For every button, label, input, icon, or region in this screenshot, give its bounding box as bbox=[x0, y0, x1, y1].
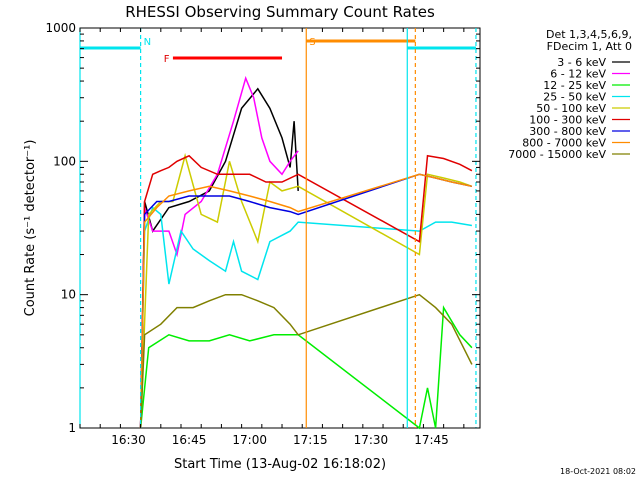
series-line-0 bbox=[139, 87, 299, 429]
y-axis: 1 10 100 1000 bbox=[45, 21, 480, 435]
x-tick-label-2: 17:00 bbox=[232, 433, 267, 447]
y-tick-label-1: 10 bbox=[61, 288, 76, 302]
y-tick-label-2: 100 bbox=[53, 154, 76, 168]
footer-date: 18-Oct-2021 08:02 bbox=[560, 467, 636, 476]
legend: Det 1,3,4,5,6,9,FDecim 1, Att 0 3 - 6 keV… bbox=[508, 28, 632, 161]
legend-title-line-0: Det 1,3,4,5,6,9, bbox=[546, 28, 632, 41]
series-line-2 bbox=[139, 305, 473, 430]
legend-title-line-1: FDecim 1, Att 0 bbox=[547, 40, 632, 53]
series-line-1 bbox=[139, 75, 299, 429]
legend-label-1: 6 - 12 keV bbox=[550, 68, 606, 81]
x-tick-label-4: 17:30 bbox=[354, 433, 389, 447]
x-tick-label-3: 17:15 bbox=[293, 433, 328, 447]
legend-label-7: 800 - 7000 keV bbox=[522, 137, 606, 150]
x-tick-label-0: 16:30 bbox=[111, 433, 146, 447]
legend-label-3: 25 - 50 keV bbox=[543, 91, 606, 104]
x-axis-label: Start Time (13-Aug-02 16:18:02) bbox=[174, 457, 386, 472]
series-line-8 bbox=[139, 293, 473, 429]
plot-area: N F S 1 10 100 1000 16:30 16:45 17:00 17:15 17:30… bbox=[45, 21, 481, 447]
series-line-7 bbox=[139, 173, 473, 429]
x-axis: 16:30 16:45 17:00 17:15 17:30 17:45 bbox=[79, 28, 465, 447]
annotation-f: F bbox=[164, 54, 170, 65]
series-line-3 bbox=[139, 206, 473, 429]
legend-label-4: 50 - 100 keV bbox=[536, 102, 606, 115]
overlay-layer: N F S bbox=[79, 28, 477, 428]
legend-label-8: 7000 - 15000 keV bbox=[508, 148, 606, 161]
legend-label-2: 12 - 25 keV bbox=[543, 79, 606, 92]
chart-title: RHESSI Observing Summary Count Rates bbox=[125, 3, 435, 21]
annotation-s: S bbox=[309, 37, 315, 48]
y-tick-label-3: 1000 bbox=[45, 21, 76, 35]
legend-label-6: 300 - 800 keV bbox=[529, 125, 606, 138]
series-layer bbox=[139, 75, 473, 430]
annotation-n: N bbox=[144, 37, 151, 48]
y-tick-label-0: 1 bbox=[68, 421, 76, 435]
y-axis-label: Count Rate (s⁻¹ detector⁻¹) bbox=[23, 140, 38, 317]
x-tick-label-5: 17:45 bbox=[414, 433, 449, 447]
series-line-5 bbox=[139, 154, 473, 429]
legend-label-5: 100 - 300 keV bbox=[529, 114, 606, 127]
legend-label-0: 3 - 6 keV bbox=[557, 56, 606, 69]
x-tick-label-1: 16:45 bbox=[172, 433, 207, 447]
